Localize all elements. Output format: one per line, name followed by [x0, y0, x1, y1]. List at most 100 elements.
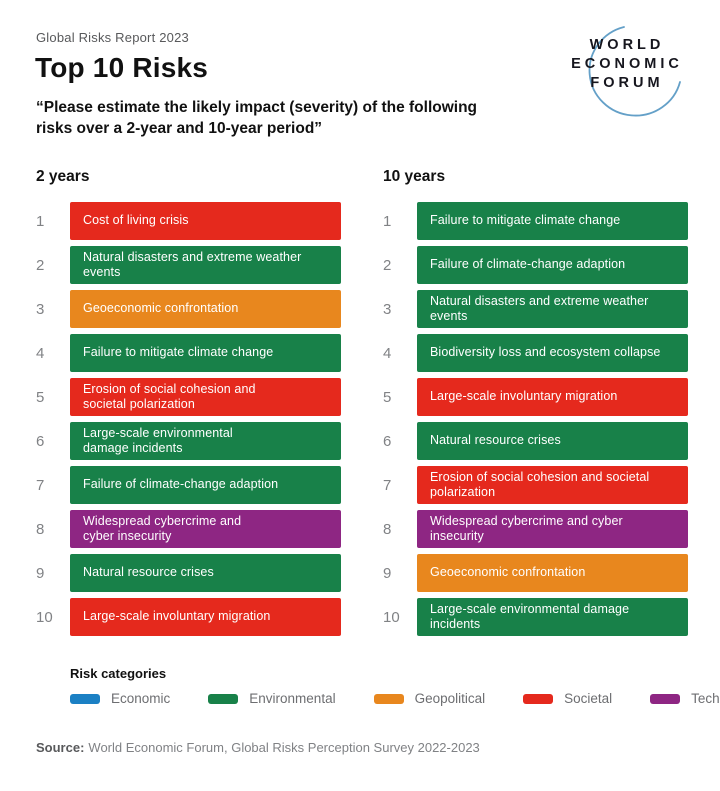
risk-row: 5 Erosion of social cohesion and societa… [36, 378, 341, 416]
risk-bar: Failure to mitigate climate change [70, 334, 341, 372]
risk-bar: Large-scale environmental damage inciden… [417, 598, 688, 636]
risk-row: 4 Failure to mitigate climate change [36, 334, 341, 372]
risk-rank: 10 [383, 608, 400, 626]
risk-bar: Widespread cybercrime and cyber insecuri… [417, 510, 688, 548]
legend-title: Risk categories [70, 666, 167, 681]
risk-label: Natural disasters and extreme weather ev… [430, 293, 649, 323]
risk-label: Failure of climate-change adaption [83, 477, 279, 492]
risk-label: Large-scale involuntary migration [83, 609, 271, 624]
risk-label: Large-scale environmental damage inciden… [430, 601, 630, 631]
risk-bar: Natural resource crises [417, 422, 688, 460]
environmental-swatch-icon [208, 693, 239, 704]
risk-rank: 3 [383, 300, 392, 318]
risk-bar: Failure of climate-change adaption [70, 466, 341, 504]
risk-row: 3 Geoeconomic confrontation [36, 290, 341, 328]
legend-label: Technological [691, 691, 720, 706]
wef-logo-line-1: WORLD [589, 37, 665, 53]
risk-row: 2 Natural disasters and extreme weather … [36, 246, 341, 284]
risk-label: Biodiversity loss and ecosystem collapse [430, 345, 661, 360]
column-header-10-years: 10 years [383, 168, 446, 185]
risk-label: Geoeconomic confrontation [430, 565, 586, 580]
risk-bar: Erosion of social cohesion and societal … [70, 378, 341, 416]
risk-row: 7 Erosion of social cohesion and societa… [383, 466, 688, 504]
risk-row: 10 Large-scale environmental damage inci… [383, 598, 688, 636]
risk-rank: 4 [36, 344, 45, 362]
risk-bar: Large-scale involuntary migration [70, 598, 341, 636]
legend-item-technological: Technological [650, 691, 720, 706]
risk-bar: Failure to mitigate climate change [417, 202, 688, 240]
risk-label: Geoeconomic confrontation [83, 301, 239, 316]
risk-rank: 2 [36, 256, 45, 274]
legend-item-societal: Societal [523, 691, 612, 706]
risk-label: Widespread cybercrime and cyber insecuri… [83, 513, 242, 543]
risk-bar: Widespread cybercrime and cyber insecuri… [70, 510, 341, 548]
risk-bar: Large-scale involuntary migration [417, 378, 688, 416]
risk-label: Large-scale involuntary migration [430, 389, 618, 404]
risk-rank: 1 [36, 212, 45, 230]
wef-arc-icon [588, 26, 681, 117]
risk-row: 10 Large-scale involuntary migration [36, 598, 341, 636]
risk-row: 8 Widespread cybercrime and cyber insecu… [383, 510, 688, 548]
column-header-2-years: 2 years [36, 168, 90, 185]
risk-rank: 7 [36, 476, 45, 494]
risk-label: Natural resource crises [430, 433, 561, 448]
wef-logo-line-3: FORUM [590, 74, 664, 91]
risk-rank: 4 [383, 344, 392, 362]
survey-question: “Please estimate the likely impact (seve… [36, 99, 478, 137]
risk-rank: 9 [383, 564, 392, 582]
risk-rank: 5 [36, 388, 45, 406]
world-economic-forum-logo: WORLD ECONOMIC FORUM [558, 22, 696, 120]
column-2-years: 2 years 1 Cost of living crisis 2 Natura… [36, 168, 341, 642]
societal-swatch-icon [523, 693, 554, 704]
risk-bar: Erosion of social cohesion and societal … [417, 466, 688, 504]
legend-item-economic: Economic [70, 691, 170, 706]
risk-rank: 10 [36, 608, 53, 626]
risk-rank: 1 [383, 212, 392, 230]
legend-item-environmental: Environmental [208, 691, 336, 706]
risk-rank: 5 [383, 388, 392, 406]
risk-row: 9 Natural resource crises [36, 554, 341, 592]
risk-row: 4 Biodiversity loss and ecosystem collap… [383, 334, 688, 372]
risk-rank: 2 [383, 256, 392, 274]
economic-swatch-icon [70, 693, 100, 704]
risk-rank: 6 [383, 432, 392, 450]
risk-rank: 8 [383, 520, 392, 538]
risk-bar: Cost of living crisis [70, 202, 341, 240]
legend-items: Economic Environmental Geopolitical Soci… [70, 691, 720, 706]
risk-rank: 7 [383, 476, 392, 494]
report-kicker: Global Risks Report 2023 [36, 30, 189, 45]
risk-row: 7 Failure of climate-change adaption [36, 466, 341, 504]
risk-label: Widespread cybercrime and cyber insecuri… [430, 513, 623, 543]
risk-row: 2 Failure of climate-change adaption [383, 246, 688, 284]
risk-bar: Natural resource crises [70, 554, 341, 592]
legend-label: Environmental [249, 691, 336, 706]
technological-swatch-icon [650, 693, 681, 704]
risk-row: 1 Failure to mitigate climate change [383, 202, 688, 240]
risk-label: Natural disasters and extreme weather ev… [83, 249, 302, 279]
risk-row: 5 Large-scale involuntary migration [383, 378, 688, 416]
risk-bar: Large-scale environmental damage inciden… [70, 422, 341, 460]
risk-bar: Geoeconomic confrontation [417, 554, 688, 592]
risk-label: Erosion of social cohesion and societal … [83, 381, 256, 411]
column-10-years: 10 years 1 Failure to mitigate climate c… [383, 168, 688, 642]
risk-label: Failure to mitigate climate change [430, 213, 621, 228]
page-title: Top 10 Risks [35, 52, 209, 83]
source-line: Source: World Economic Forum, Global Risk… [36, 740, 480, 755]
risk-label: Large-scale environmental damage inciden… [83, 425, 233, 455]
risk-label: Erosion of social cohesion and societal … [430, 469, 650, 499]
legend-item-geopolitical: Geopolitical [373, 691, 485, 706]
risk-row: 1 Cost of living crisis [36, 202, 341, 240]
risk-label: Cost of living crisis [83, 213, 189, 228]
risk-rank: 3 [36, 300, 45, 318]
risk-row: 8 Widespread cybercrime and cyber insecu… [36, 510, 341, 548]
risk-rank: 6 [36, 432, 45, 450]
geopolitical-swatch-icon [373, 693, 404, 704]
risk-rank: 8 [36, 520, 45, 538]
risk-label: Failure of climate-change adaption [430, 257, 626, 272]
legend-label: Economic [111, 691, 171, 706]
risk-row: 9 Geoeconomic confrontation [383, 554, 688, 592]
source-label: Source: [36, 740, 85, 755]
risk-row: 3 Natural disasters and extreme weather … [383, 290, 688, 328]
risk-row: 6 Large-scale environmental damage incid… [36, 422, 341, 460]
